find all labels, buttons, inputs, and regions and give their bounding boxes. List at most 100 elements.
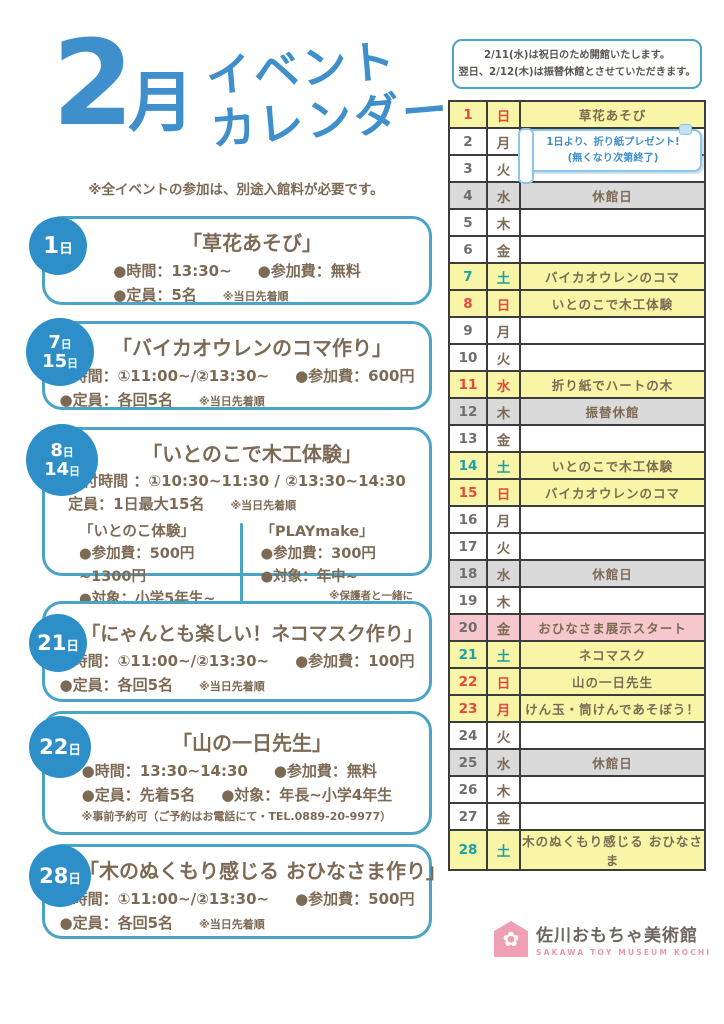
- calendar-date-cell: 14: [448, 451, 488, 480]
- calendar-day-cell: 金: [486, 235, 521, 264]
- calendar-event-cell: [519, 424, 706, 453]
- calendar-date-cell: 4: [448, 181, 488, 210]
- event-time: ●時間：①11:00~/②13:30~: [59, 367, 270, 385]
- calendar-day-cell: 月: [486, 694, 521, 723]
- event-card-6: 28日 「木のぬくもり感じる おひなさま作り」 ●時間：①11:00~/②13:…: [29, 844, 446, 939]
- first-come-note: ※当日先着順: [222, 290, 289, 303]
- calendar-day-cell: 木: [486, 775, 521, 804]
- calendar-day-cell: 日: [486, 289, 521, 318]
- subprogram-fee: ●参加費：500円~1300円: [79, 546, 195, 585]
- first-come-note: ※当日先着順: [199, 680, 265, 693]
- subprogram-itonoko: 「いとのこ体験」 ●参加費：500円~1300円 ●対象：小学5年生~: [55, 521, 238, 611]
- calendar-date-cell: 27: [448, 802, 488, 831]
- event-details: ●時間：13:30~14:30 ●参加費：無料 ●定員：先着5名 ●対象：年長~小学…: [82, 759, 393, 826]
- event-time: ●時間：13:30~14:30: [81, 762, 248, 780]
- event-details: ●時間：13:30~ ●参加費：無料 ●定員：5名 ※当日先着順: [113, 259, 361, 307]
- house-flower-icon: ✿: [494, 921, 528, 957]
- event-fee: ●参加費：100円: [295, 652, 415, 670]
- calendar-row: 21 土ネコマスク: [448, 640, 706, 669]
- event-reception-time: 受付時間 ：①10:30~11:30 / ②13:30~14:30: [68, 472, 406, 490]
- title-month-kanji: 月: [128, 63, 195, 141]
- calendar-date-cell: 10: [448, 343, 488, 372]
- calendar-date-cell: 28: [448, 829, 488, 871]
- calendar-date-cell: 13: [448, 424, 488, 453]
- event-card-2: 7日 15日 「バイカオウレンのコマ作り」 ●時間：①11:00~/②13:30…: [26, 318, 432, 410]
- date-badge: 21日: [29, 614, 87, 672]
- badge-date: 21日: [37, 630, 79, 655]
- holiday-notice-line1: 2/11(水)は祝日のため開館いたします。: [483, 49, 671, 61]
- calendar-date-cell: 8: [448, 289, 488, 318]
- calendar-date-cell: 12: [448, 397, 488, 426]
- calendar-date-cell: 22: [448, 667, 488, 696]
- event-capacity: ●定員：各回5名: [59, 676, 174, 694]
- calendar-day-cell: 土: [486, 262, 521, 291]
- calendar-date-cell: 7: [448, 262, 488, 291]
- calendar-day-cell: 木: [486, 208, 521, 237]
- calendar-row: 24 火: [448, 721, 706, 750]
- museum-logo: ✿ 佐川おもちゃ美術館 SAKAWA TOY MUSEUM KOCHI: [494, 921, 711, 957]
- calendar-row: 11 水折り紙でハートの木: [448, 370, 706, 399]
- title-words: イベント カレンダー: [204, 30, 452, 157]
- calendar-date-cell: 11: [448, 370, 488, 399]
- calendar-day-cell: 日: [486, 667, 521, 696]
- event-capacity: ●定員：各回5名: [59, 391, 174, 409]
- calendar-day-cell: 火: [486, 343, 521, 372]
- page-title: 2 月 イベント カレンダー: [52, 24, 452, 156]
- calendar-event-cell: けん玉・筒けんであそぼう！: [519, 694, 706, 723]
- calendar-day-cell: 木: [486, 586, 521, 615]
- calendar-day-cell: 金: [486, 424, 521, 453]
- calendar-event-cell: いとのこで木工体験: [519, 289, 706, 318]
- calendar-row: 13 金: [448, 424, 706, 453]
- first-come-note: ※当日先着順: [230, 498, 297, 512]
- calendar-event-cell: いとのこで木工体験: [519, 451, 706, 480]
- badge-date: 15日: [42, 351, 78, 372]
- calendar-date-cell: 2: [448, 127, 488, 156]
- event-fee: ●参加費：600円: [295, 367, 415, 385]
- calendar-day-cell: 水: [486, 559, 521, 588]
- date-badge: 22日: [29, 716, 91, 778]
- calendar-day-cell: 火: [486, 154, 521, 183]
- calendar-day-cell: 月: [486, 316, 521, 345]
- calendar-event-cell: 休館日: [519, 748, 706, 777]
- calendar-day-cell: 水: [486, 748, 521, 777]
- calendar-date-cell: 17: [448, 532, 488, 561]
- event-capacity: 定員：1日最大15名: [68, 494, 205, 513]
- calendar-day-cell: 土: [486, 640, 521, 669]
- subprogram-playmake: 「PLAYmake」 ●参加費：300円 ●対象：年中~ ※保護者と一緒に: [245, 521, 420, 611]
- calendar-event-cell: [519, 721, 706, 750]
- event-card-5: 22日 「山の一日先生」 ●時間：13:30~14:30 ●参加費：無料 ●定員：…: [29, 711, 432, 835]
- calendar-row: 7 土バイカオウレンのコマ: [448, 262, 706, 291]
- first-come-note: ※当日先着順: [199, 918, 265, 931]
- calendar-event-cell: 山の一日先生: [519, 667, 706, 696]
- calendar-event-cell: バイカオウレンのコマ: [519, 262, 706, 291]
- calendar-row: 22 日山の一日先生: [448, 667, 706, 696]
- holiday-notice-line2: 翌日、2/12(木)は振替休館とさせていただきます。: [458, 67, 696, 78]
- calendar-row: 4 水休館日: [448, 181, 706, 210]
- calendar-date-cell: 25: [448, 748, 488, 777]
- origami-present-banner: 1日より、折り紙プレゼント! (無くなり次第終了): [518, 124, 702, 184]
- event-title: 「山の一日先生」: [172, 731, 332, 755]
- calendar-date-cell: 21: [448, 640, 488, 669]
- calendar-row: 1 日草花あそび: [448, 100, 706, 129]
- calendar-day-cell: 月: [486, 127, 521, 156]
- calendar-event-cell: 草花あそび: [519, 100, 706, 129]
- event-card-4: 21日 「にゃんとも楽しい！ネコマスク作り」 ●時間：①11:00~/②13:3…: [29, 601, 432, 702]
- event-target: ●対象：年長~小学4年生: [221, 786, 393, 804]
- calendar-event-cell: 折り紙でハートの木: [519, 370, 706, 399]
- calendar-event-cell: バイカオウレンのコマ: [519, 478, 706, 507]
- calendar-event-cell: [519, 316, 706, 345]
- title-month: 2 月: [52, 24, 195, 142]
- calendar-row: 10 火: [448, 343, 706, 372]
- calendar-event-cell: [519, 802, 706, 831]
- calendar-date-cell: 15: [448, 478, 488, 507]
- event-time: ●時間：①11:00~/②13:30~: [59, 890, 270, 908]
- event-card-3: 8日 14日 「いとのこで木工体験」 受付時間 ：①10:30~11:30 / …: [26, 424, 432, 607]
- calendar-event-cell: [519, 505, 706, 534]
- calendar-date-cell: 5: [448, 208, 488, 237]
- calendar-date-cell: 6: [448, 235, 488, 264]
- event-time: ●時間：①11:00~/②13:30~: [59, 652, 270, 670]
- calendar-event-cell: 振替休館: [519, 397, 706, 426]
- calendar-day-cell: 金: [486, 802, 521, 831]
